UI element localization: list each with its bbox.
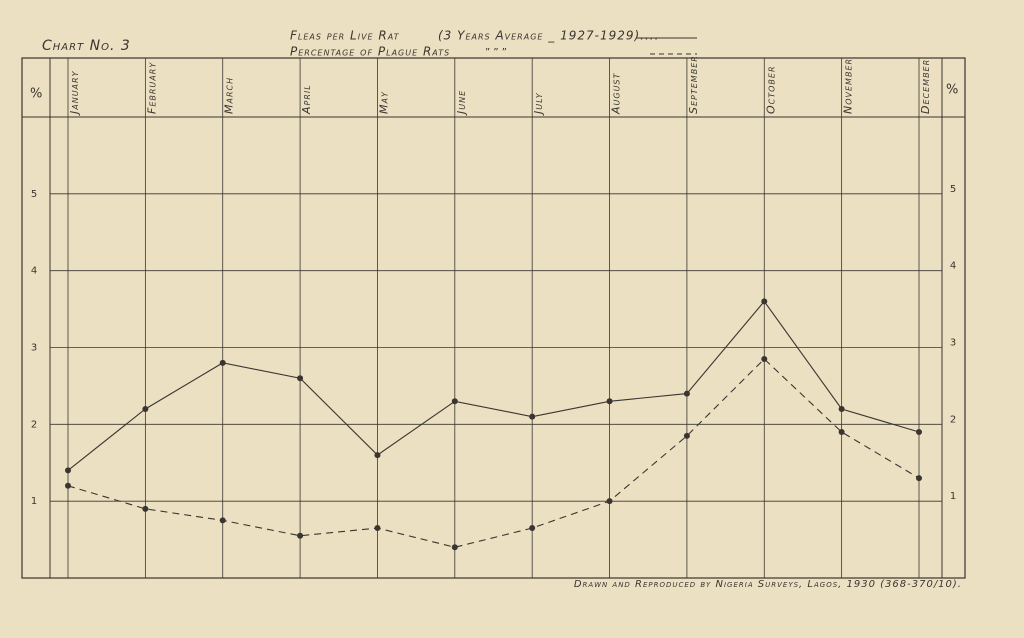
point bbox=[219, 359, 226, 366]
point bbox=[761, 356, 768, 363]
point bbox=[606, 398, 613, 405]
x-tick-label: May bbox=[377, 91, 390, 114]
x-tick-label: August bbox=[610, 72, 623, 115]
x-tick-label: September bbox=[687, 55, 700, 114]
point bbox=[838, 429, 845, 436]
chart-subtitle: (3 Years Average _ 1927-1929).... bbox=[438, 29, 659, 43]
credit: Drawn and Reproduced by Nigeria Surveys,… bbox=[574, 579, 962, 590]
point bbox=[297, 375, 304, 382]
y-tick-label: 2 bbox=[31, 419, 37, 430]
series-line bbox=[67, 358, 920, 548]
point bbox=[529, 525, 536, 532]
x-tick-label: October bbox=[764, 65, 777, 114]
point bbox=[529, 413, 536, 420]
y-tick-label: 5 bbox=[31, 189, 37, 200]
point bbox=[838, 405, 845, 412]
x-tick-label: June bbox=[455, 90, 468, 116]
point bbox=[65, 467, 71, 474]
point bbox=[142, 405, 149, 412]
series-line bbox=[67, 300, 920, 471]
y-tick-label: 4 bbox=[31, 266, 37, 277]
point bbox=[683, 390, 690, 397]
chart-title: Chart No. 3 bbox=[42, 38, 131, 54]
point bbox=[451, 398, 458, 405]
y-tick-label: 3 bbox=[31, 343, 37, 354]
point bbox=[65, 482, 71, 489]
y-tick-label: 1 bbox=[31, 496, 37, 507]
y-tick-label: 3 bbox=[950, 338, 956, 349]
y-tick-label: 5 bbox=[950, 184, 956, 195]
y-tick-label: 1 bbox=[950, 491, 956, 502]
point bbox=[297, 532, 304, 539]
point bbox=[606, 498, 613, 505]
point bbox=[374, 452, 381, 459]
legend-label: Fleas per Live Rat bbox=[290, 29, 400, 43]
y-unit: % bbox=[30, 87, 42, 102]
point bbox=[916, 429, 922, 436]
point bbox=[374, 525, 381, 532]
x-tick-label: April bbox=[300, 84, 313, 115]
point bbox=[451, 544, 458, 551]
point bbox=[761, 298, 768, 305]
x-tick-label: July bbox=[532, 92, 545, 116]
point bbox=[683, 432, 690, 439]
x-tick-label: March bbox=[223, 77, 236, 114]
y-tick-label: 2 bbox=[950, 414, 956, 425]
x-tick-label: November bbox=[842, 58, 855, 114]
frame bbox=[21, 57, 966, 579]
x-tick-label: January bbox=[68, 70, 81, 116]
x-tick-label: February bbox=[145, 62, 158, 114]
ditto: ” ” ” bbox=[485, 47, 507, 58]
point bbox=[916, 475, 922, 482]
point bbox=[219, 517, 226, 524]
y-tick-label: 4 bbox=[950, 261, 956, 272]
legend-label: Percentage of Plague Rats bbox=[290, 45, 450, 59]
x-tick-label: December bbox=[919, 59, 932, 114]
point bbox=[142, 505, 149, 512]
y-unit: % bbox=[946, 83, 958, 98]
